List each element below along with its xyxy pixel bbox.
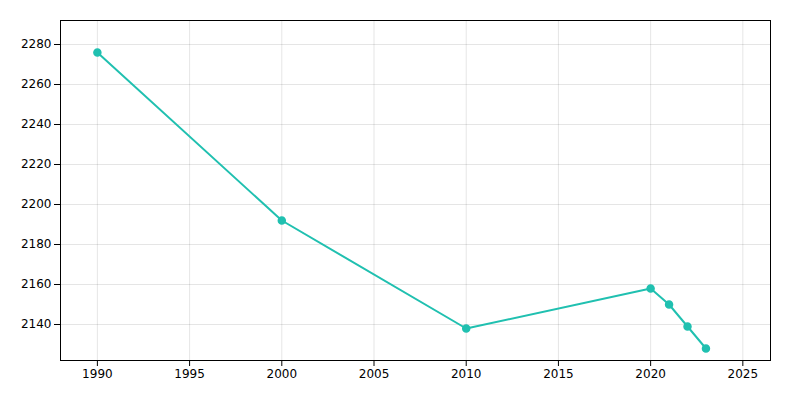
svg-text:2025: 2025	[728, 367, 759, 381]
svg-text:2020: 2020	[635, 367, 666, 381]
svg-text:2240: 2240	[21, 117, 52, 131]
svg-text:2200: 2200	[21, 197, 52, 211]
svg-text:2260: 2260	[21, 77, 52, 91]
svg-text:2015: 2015	[543, 367, 574, 381]
svg-text:2000: 2000	[267, 367, 298, 381]
svg-text:2160: 2160	[21, 277, 52, 291]
svg-text:2180: 2180	[21, 237, 52, 251]
svg-text:2005: 2005	[359, 367, 390, 381]
svg-text:2280: 2280	[21, 37, 52, 51]
svg-text:1990: 1990	[82, 367, 113, 381]
svg-text:1995: 1995	[174, 367, 205, 381]
svg-text:2220: 2220	[21, 157, 52, 171]
svg-text:2010: 2010	[451, 367, 482, 381]
svg-text:2140: 2140	[21, 317, 52, 331]
